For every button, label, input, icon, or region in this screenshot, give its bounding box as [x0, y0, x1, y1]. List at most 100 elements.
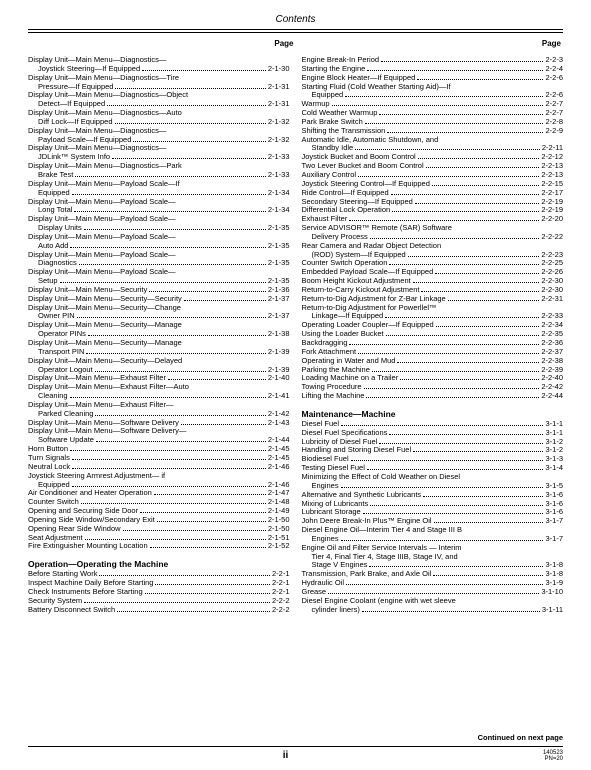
toc-leader-dots — [77, 313, 266, 318]
contents-columns: Display Unit—Main Menu—Diagnostics—Joyst… — [28, 56, 563, 614]
toc-leader-dots — [123, 525, 266, 530]
toc-page: 2-1-38 — [268, 330, 290, 339]
toc-page: 2-2-6 — [545, 74, 563, 83]
toc-leader-dots — [381, 57, 543, 62]
toc-page: 2-2-22 — [541, 233, 563, 242]
continued-label: Continued on next page — [28, 733, 563, 742]
toc-entry: Lifting the Machine2-2-44 — [302, 392, 564, 401]
toc-leader-dots — [385, 313, 539, 318]
toc-page: 2-1-39 — [268, 348, 290, 357]
toc-leader-dots — [413, 278, 540, 283]
toc-leader-dots — [341, 483, 544, 488]
toc-leader-dots — [184, 296, 266, 301]
toc-leader-dots — [413, 447, 543, 452]
page-label-left: Page — [28, 39, 296, 48]
toc-page: 3-1-11 — [542, 606, 563, 615]
toc-page: 2-1-34 — [268, 206, 290, 215]
toc-leader-dots — [142, 66, 266, 71]
toc-leader-dots — [379, 110, 543, 115]
toc-leader-dots — [433, 571, 543, 576]
toc-leader-dots — [436, 322, 540, 327]
toc-leader-dots — [133, 136, 265, 141]
toc-page: 2-2-20 — [541, 215, 563, 224]
footer-rule — [28, 746, 563, 747]
toc-leader-dots — [367, 465, 544, 470]
toc-leader-dots — [150, 543, 266, 548]
toc-leader-dots — [421, 287, 539, 292]
toc-page: 2-2-2 — [272, 606, 290, 615]
header-rule-1 — [28, 29, 563, 30]
toc-page: 3-1-7 — [545, 517, 563, 526]
toc-leader-dots — [358, 349, 539, 354]
toc-leader-dots — [362, 606, 540, 611]
toc-leader-dots — [389, 430, 543, 435]
toc-leader-dots — [367, 66, 543, 71]
toc-leader-dots — [117, 606, 270, 611]
toc-entry: Hydraulic Oil3-1-9 — [302, 579, 564, 588]
toc-leader-dots — [372, 366, 539, 371]
page-label-right: Page — [296, 39, 564, 48]
toc-page: 2-1-31 — [268, 100, 290, 109]
toc-leader-dots — [72, 455, 266, 460]
toc-entry: cylinder liners) 3-1-11 — [302, 606, 564, 615]
toc-leader-dots — [168, 375, 266, 380]
header-rule-2 — [28, 32, 563, 33]
toc-entry: Battery Disconnect Switch2-2-2 — [28, 606, 290, 615]
toc-leader-dots — [81, 499, 266, 504]
toc-label: cylinder liners) — [312, 606, 360, 615]
column-page-headers: Page Page — [28, 39, 563, 48]
toc-leader-dots — [391, 189, 540, 194]
toc-leader-dots — [418, 154, 540, 159]
footer-page-number: ii — [283, 750, 289, 762]
toc-leader-dots — [408, 251, 540, 256]
toc-page: 2-1-37 — [268, 312, 290, 321]
toc-leader-dots — [181, 419, 266, 424]
toc-page: 2-1-31 — [268, 83, 290, 92]
toc-leader-dots — [84, 225, 266, 230]
toc-leader-dots — [85, 534, 266, 539]
toc-leader-dots — [60, 278, 266, 283]
toc-page: 2-1-35 — [268, 224, 290, 233]
toc-page: 2-1-46 — [268, 463, 290, 472]
toc-page: 3-1-10 — [541, 588, 563, 597]
toc-leader-dots — [70, 393, 266, 398]
toc-leader-dots — [157, 517, 266, 522]
toc-leader-dots — [115, 83, 265, 88]
toc-leader-dots — [341, 421, 543, 426]
toc-label: Fire Extinguisher Mounting Location — [28, 542, 148, 551]
toc-leader-dots — [379, 438, 543, 443]
toc-leader-dots — [149, 287, 266, 292]
toc-leader-dots — [386, 331, 540, 336]
toc-leader-dots — [72, 189, 266, 194]
toc-leader-dots — [432, 181, 539, 186]
toc-leader-dots — [370, 500, 543, 505]
toc-page: 2-1-41 — [268, 392, 290, 401]
left-column: Display Unit—Main Menu—Diagnostics—Joyst… — [28, 56, 290, 614]
toc-leader-dots — [115, 119, 266, 124]
toc-leader-dots — [112, 154, 266, 159]
toc-page: 2-1-33 — [268, 171, 290, 180]
toc-leader-dots — [79, 260, 266, 265]
toc-leader-dots — [364, 384, 540, 389]
toc-leader-dots — [355, 145, 540, 150]
toc-leader-dots — [95, 366, 266, 371]
toc-leader-dots — [155, 580, 270, 585]
toc-page: 2-1-32 — [268, 136, 290, 145]
toc-page: 2-2-31 — [541, 295, 563, 304]
toc-leader-dots — [387, 128, 543, 133]
toc-label: Lifting the Machine — [302, 392, 365, 401]
toc-page: 3-1-7 — [545, 535, 563, 544]
toc-leader-dots — [448, 296, 540, 301]
toc-page: 3-1-4 — [545, 464, 563, 473]
toc-page: 2-1-34 — [268, 189, 290, 198]
toc-leader-dots — [349, 216, 539, 221]
page-footer: Continued on next page ii 140523 PN=20 — [28, 733, 563, 762]
toc-leader-dots — [75, 172, 266, 177]
toc-leader-dots — [72, 464, 266, 469]
toc-leader-dots — [145, 589, 270, 594]
toc-leader-dots — [366, 393, 539, 398]
toc-leader-dots — [74, 207, 265, 212]
toc-entry: Equipped2-2-6 — [302, 91, 564, 100]
toc-page: 2-1-32 — [268, 118, 290, 127]
toc-leader-dots — [341, 536, 544, 541]
